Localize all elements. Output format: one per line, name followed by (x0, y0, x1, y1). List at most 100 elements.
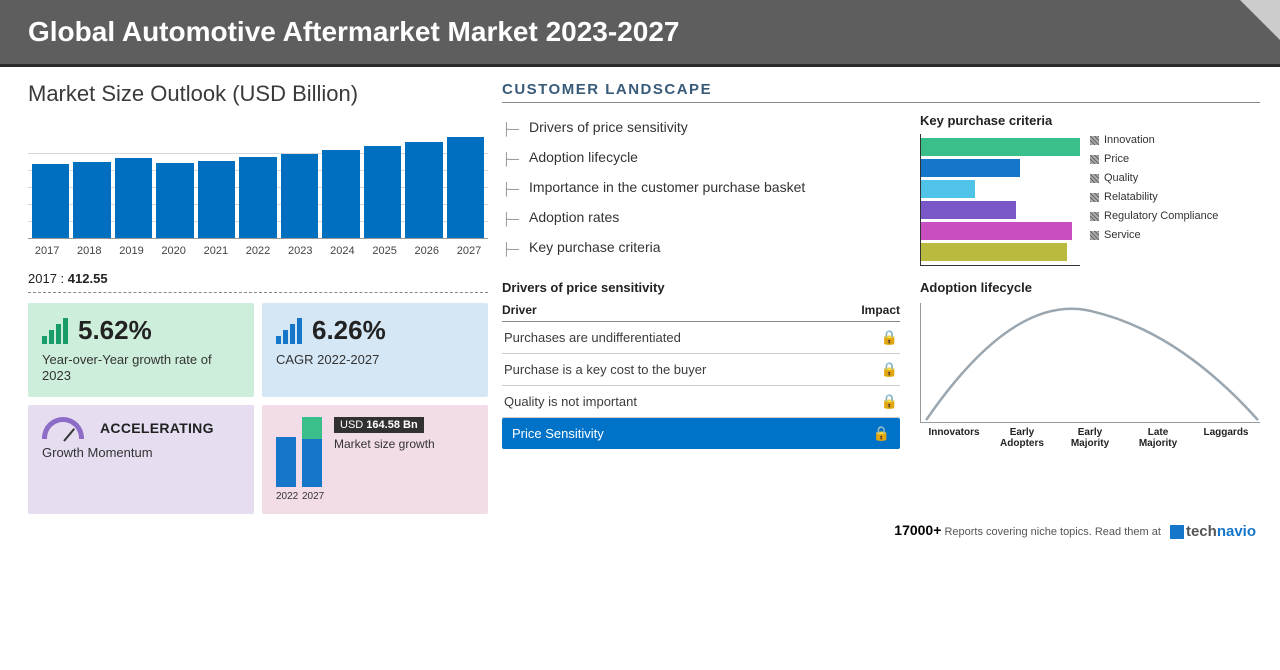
growth-bars-icon (42, 318, 68, 344)
bar-year-label: 2018 (70, 245, 108, 257)
kpc-legend: InnovationPriceQualityRelatabilityRegula… (1090, 134, 1260, 266)
adoption-curve-chart (920, 303, 1260, 423)
mini-bar (276, 437, 296, 487)
kpc-bar (921, 222, 1072, 240)
drivers-col-driver: Driver (502, 303, 537, 317)
cagr-card: 6.26% CAGR 2022-2027 (262, 303, 488, 397)
tick-icon: ├─ (502, 242, 519, 257)
bar (239, 157, 276, 238)
corner-fold-icon (1240, 0, 1280, 40)
kpc-legend-item: Quality (1090, 172, 1260, 184)
price-sensitivity-drivers: Drivers of price sensitivity Driver Impac… (502, 280, 900, 449)
technavio-logo: technavio (1170, 523, 1256, 540)
lock-icon: 🔒 (881, 393, 898, 410)
growth-bars-icon (276, 318, 302, 344)
drivers-title: Drivers of price sensitivity (502, 280, 900, 295)
adoption-stage: EarlyMajority (1056, 427, 1124, 449)
page-title: Global Automotive Aftermarket Market 202… (28, 16, 1252, 48)
bar-year-label: 2026 (408, 245, 446, 257)
adoption-title: Adoption lifecycle (920, 280, 1260, 295)
ref-year: 2017 : (28, 271, 64, 286)
kpc-title: Key purchase criteria (920, 113, 1260, 128)
mini-bar-year-1: 2022 (276, 491, 296, 502)
mini-bar-year-2: 2027 (302, 491, 322, 502)
landscape-bullet: ├─Adoption lifecycle (502, 143, 900, 173)
tick-icon: ├─ (502, 182, 519, 197)
bar-year-label: 2017 (28, 245, 66, 257)
momentum-label: Growth Momentum (42, 445, 240, 461)
bar (156, 163, 193, 238)
bar (447, 137, 484, 238)
drivers-highlight-label: Price Sensitivity (512, 426, 604, 441)
footer-text: Reports covering niche topics. Read them… (944, 526, 1160, 538)
kpc-bar-chart (920, 134, 1080, 266)
lock-icon: 🔒 (881, 329, 898, 346)
bar (281, 154, 318, 238)
yoy-value: 5.62% (78, 315, 152, 346)
tick-icon: ├─ (502, 212, 519, 227)
drivers-col-impact: Impact (861, 303, 900, 317)
bar-year-label: 2027 (450, 245, 488, 257)
bar-year-label: 2022 (239, 245, 277, 257)
kpc-bar (921, 138, 1080, 156)
header-bar: Global Automotive Aftermarket Market 202… (0, 0, 1280, 64)
yoy-label: Year-over-Year growth rate of 2023 (42, 352, 240, 385)
report-count: 17000+ (894, 522, 941, 538)
cagr-label: CAGR 2022-2027 (276, 352, 474, 368)
adoption-stage: Laggards (1192, 427, 1260, 449)
adoption-stage: LateMajority (1124, 427, 1192, 449)
bar (115, 158, 152, 238)
growth-label: Market size growth (334, 437, 435, 451)
key-purchase-criteria: Key purchase criteria InnovationPriceQua… (920, 113, 1260, 266)
kpc-legend-item: Relatability (1090, 191, 1260, 203)
reference-value-row: 2017 : 412.55 (28, 271, 488, 293)
market-growth-card: 2022 2027 USD 164.58 Bn Market size growt… (262, 405, 488, 514)
mini-bar-chart (276, 417, 322, 487)
lock-icon: 🔒 (873, 425, 890, 442)
drivers-highlight-row: Price Sensitivity 🔒 (502, 418, 900, 449)
driver-row: Quality is not important🔒 (502, 386, 900, 418)
bar (322, 150, 359, 238)
adoption-stage: Innovators (920, 427, 988, 449)
bar-year-label: 2023 (281, 245, 319, 257)
bar (73, 162, 110, 238)
bar-chart-year-labels: 2017201820192020202120222023202420252026… (28, 245, 488, 257)
kpc-legend-item: Regulatory Compliance (1090, 210, 1260, 222)
kpc-bar (921, 243, 1067, 261)
adoption-stage: EarlyAdopters (988, 427, 1056, 449)
bar (364, 146, 401, 238)
bar (32, 164, 69, 238)
momentum-value: ACCELERATING (100, 420, 214, 436)
logo-square-icon (1170, 525, 1184, 539)
landscape-bullet: ├─Importance in the customer purchase ba… (502, 173, 900, 203)
market-size-title: Market Size Outlook (USD Billion) (28, 81, 488, 107)
lock-icon: 🔒 (881, 361, 898, 378)
market-size-bar-chart (28, 119, 488, 239)
kpc-legend-item: Service (1090, 229, 1260, 241)
right-column: CUSTOMER LANDSCAPE ├─Drivers of price se… (502, 81, 1260, 514)
bar-year-label: 2024 (323, 245, 361, 257)
kpc-legend-item: Price (1090, 153, 1260, 165)
landscape-bullet: ├─Drivers of price sensitivity (502, 113, 900, 143)
adoption-stage-labels: InnovatorsEarlyAdoptersEarlyMajorityLate… (920, 427, 1260, 449)
gauge-icon (42, 417, 84, 439)
mini-bar (302, 417, 322, 487)
driver-row: Purchase is a key cost to the buyer🔒 (502, 354, 900, 386)
growth-badge: USD 164.58 Bn (334, 417, 424, 433)
landscape-bullet: ├─Key purchase criteria (502, 233, 900, 263)
kpc-bar (921, 180, 975, 198)
bar-year-label: 2019 (112, 245, 150, 257)
bar (198, 161, 235, 238)
tick-icon: ├─ (502, 152, 519, 167)
ref-value: 412.55 (68, 271, 108, 286)
momentum-card: ACCELERATING Growth Momentum (28, 405, 254, 514)
footer: 17000+ Reports covering niche topics. Re… (0, 520, 1280, 541)
tick-icon: ├─ (502, 122, 519, 137)
bar-year-label: 2025 (366, 245, 404, 257)
left-column: Market Size Outlook (USD Billion) 2017 20… (28, 81, 488, 514)
landscape-bullet: ├─Adoption rates (502, 203, 900, 233)
bar-year-label: 2020 (155, 245, 193, 257)
kpc-bar (921, 159, 1020, 177)
cagr-value: 6.26% (312, 315, 386, 346)
driver-row: Purchases are undifferentiated🔒 (502, 322, 900, 354)
